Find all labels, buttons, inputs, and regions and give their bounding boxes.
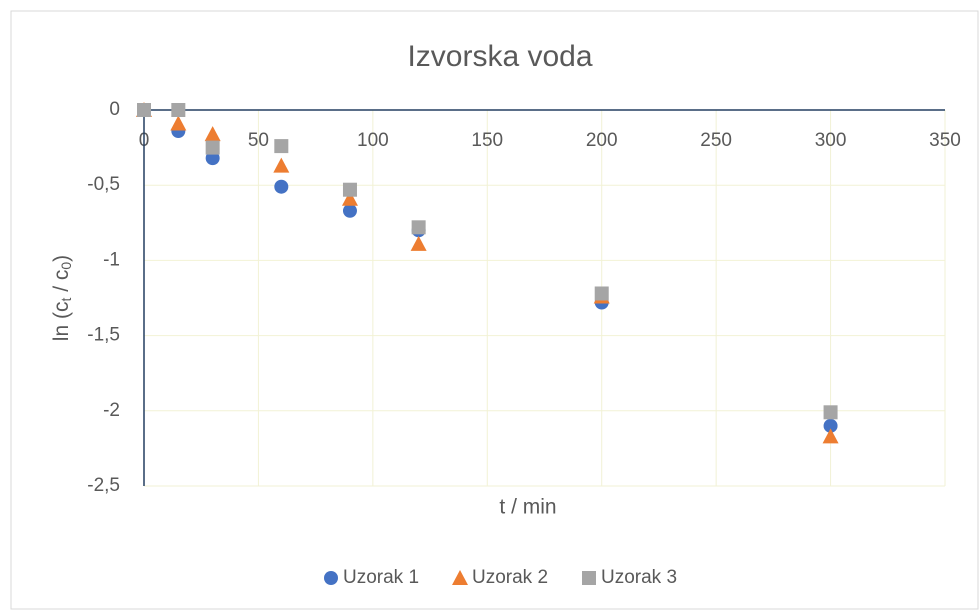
marker [452, 570, 468, 585]
x-tick-label: 50 [248, 130, 269, 151]
x-tick-label: 150 [471, 130, 503, 151]
chart-title: Izvorska voda [407, 40, 592, 73]
marker [594, 286, 609, 301]
x-tick-label: 250 [700, 130, 732, 151]
marker [205, 151, 220, 166]
y-label-part: / c [50, 270, 73, 298]
marker [582, 571, 596, 585]
marker [324, 571, 338, 585]
y-tick-label: -2,5 [87, 475, 120, 496]
marker [823, 405, 838, 420]
chart-border [10, 10, 979, 610]
legend-label: Uzorak 1 [343, 567, 419, 588]
x-tick-label: 300 [815, 130, 847, 151]
marker [342, 203, 357, 218]
marker [204, 126, 221, 142]
y-tick-label: -1,5 [87, 325, 120, 346]
y-tick-label: -0,5 [87, 174, 120, 195]
marker [205, 140, 220, 155]
legend-label: Uzorak 2 [472, 567, 548, 588]
marker [137, 103, 151, 117]
y-tick-label: -2 [103, 400, 120, 421]
marker [342, 182, 357, 197]
marker [274, 179, 289, 194]
legend-label: Uzorak 3 [601, 567, 677, 588]
marker [341, 190, 358, 206]
x-tick-label: 100 [357, 130, 389, 151]
y-tick-label: -1 [103, 249, 120, 270]
marker [273, 157, 290, 173]
y-label-part: ) [50, 255, 73, 262]
marker [822, 428, 839, 444]
marker [171, 103, 186, 117]
x-tick-label: 200 [586, 130, 618, 151]
marker [823, 418, 838, 433]
marker [274, 139, 289, 154]
marker [411, 220, 426, 235]
x-tick-label: 350 [929, 130, 961, 151]
y-axis-label: ln (ct / c0) [50, 255, 74, 341]
y-tick-label: 0 [109, 99, 120, 120]
marker [410, 235, 427, 251]
y-label-part: ln (c [50, 302, 73, 342]
marker [170, 115, 187, 131]
y-label-sub: 0 [58, 262, 74, 270]
y-label-sub: t [58, 298, 74, 302]
x-axis-label: t / min [499, 496, 556, 519]
